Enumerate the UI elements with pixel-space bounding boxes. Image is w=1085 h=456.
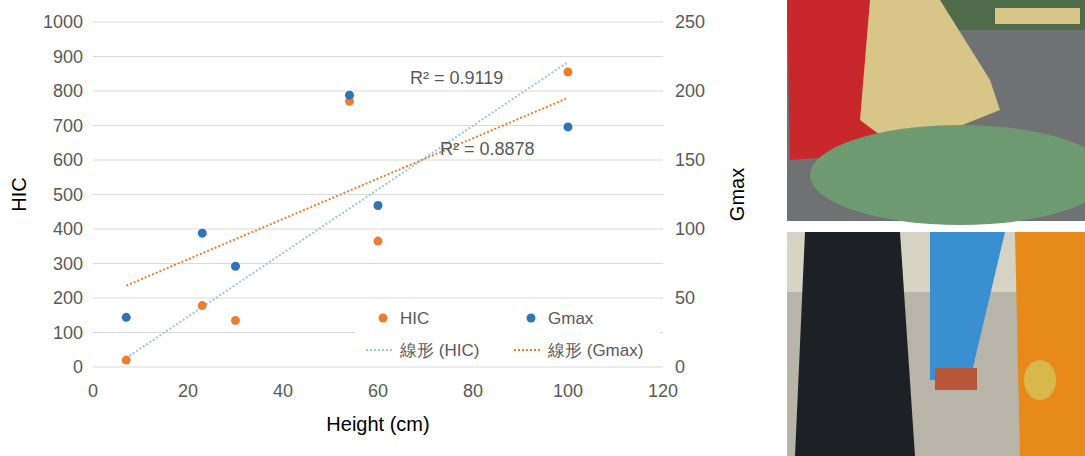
scatter-point <box>198 301 207 310</box>
y2-tick-label: 50 <box>675 288 695 308</box>
grid-line <box>93 298 663 299</box>
y2-tick-label: 0 <box>675 357 685 377</box>
figure: 0100200300400500600700800900100005010015… <box>0 0 1085 456</box>
scatter-point <box>564 68 573 77</box>
y-tick-label: 900 <box>53 47 83 67</box>
legend-swatch <box>379 314 388 323</box>
photo-bottom-device <box>1024 360 1056 400</box>
grid-line <box>93 229 663 230</box>
legend-label: HIC <box>400 309 429 328</box>
x-tick-label: 80 <box>463 381 483 401</box>
y2-tick-label: 250 <box>675 12 705 32</box>
legend-swatch <box>366 349 394 351</box>
trend-line <box>126 98 568 286</box>
y2-tick-label: 150 <box>675 150 705 170</box>
y-tick-label: 600 <box>53 150 83 170</box>
scatter-point <box>231 262 240 271</box>
photo-top-bench <box>995 8 1080 24</box>
y-tick-label: 400 <box>53 219 83 239</box>
photo-bottom-person2 <box>1015 232 1085 456</box>
x-tick-label: 120 <box>648 381 678 401</box>
y-tick-label: 500 <box>53 185 83 205</box>
legend-bg <box>355 300 660 364</box>
grid-line <box>93 367 663 368</box>
photo-bottom <box>787 232 1085 456</box>
x-tick-label: 20 <box>178 381 198 401</box>
photo-top-mat <box>810 125 1085 225</box>
grid-line <box>93 91 663 92</box>
x-tick-label: 100 <box>553 381 583 401</box>
x-tick-label: 0 <box>88 381 98 401</box>
grid-line <box>93 125 663 126</box>
scatter-point <box>122 313 131 322</box>
photo-bottom-ladder <box>930 232 1005 380</box>
y-tick-label: 700 <box>53 116 83 136</box>
scatter-point <box>231 316 240 325</box>
grid-line <box>93 56 663 57</box>
annotation: R² = 0.9119 <box>410 68 503 88</box>
x-tick-label: 40 <box>273 381 293 401</box>
y-axis-title: HIC <box>8 177 30 211</box>
y-tick-label: 1000 <box>43 12 83 32</box>
y-tick-label: 0 <box>73 357 83 377</box>
scatter-point <box>374 201 383 210</box>
scatter-point <box>122 356 131 365</box>
scatter-point <box>198 229 207 238</box>
y-tick-label: 200 <box>53 288 83 308</box>
photos <box>787 0 1085 456</box>
y2-tick-label: 200 <box>675 81 705 101</box>
scatter-point <box>345 91 354 100</box>
scatter-point <box>564 122 573 131</box>
x-tick-label: 60 <box>368 381 388 401</box>
photo-bottom-mat <box>935 368 977 390</box>
scatter-point <box>374 237 383 246</box>
y-tick-label: 300 <box>53 254 83 274</box>
x-axis-title: Height (cm) <box>326 413 429 435</box>
y2-tick-label: 100 <box>675 219 705 239</box>
legend-label: 線形 (Gmax) <box>547 341 643 360</box>
y-tick-label: 100 <box>53 323 83 343</box>
grid-line <box>93 160 663 161</box>
legend: HIC Gmax 線形 (HIC) 線形 (Gmax) <box>355 300 660 364</box>
photo-bottom-person1 <box>795 232 915 456</box>
grid-line <box>93 22 663 23</box>
y2-axis-title: Gmax <box>726 168 748 221</box>
grid-line <box>93 194 663 195</box>
legend-label: 線形 (HIC) <box>399 341 479 360</box>
y-tick-label: 800 <box>53 81 83 101</box>
legend-swatch <box>527 314 536 323</box>
legend-swatch <box>514 349 542 351</box>
legend-label: Gmax <box>548 309 594 328</box>
annotation: R² = 0.8878 <box>440 139 535 159</box>
